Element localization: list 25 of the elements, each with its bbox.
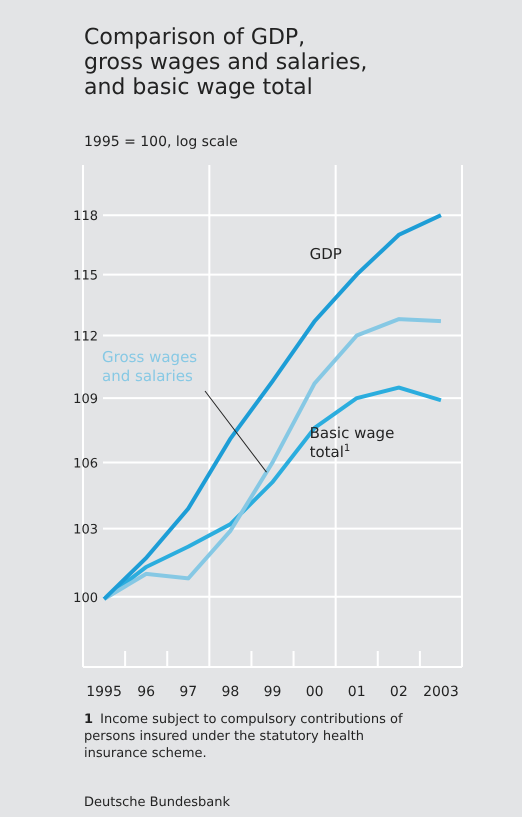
y-tick-label: 118	[73, 209, 98, 224]
series-label: Basic wage total$^{1}$	[310, 424, 394, 461]
text: 1 Income subject to compulsory contributions of persons insured under the statutory health insurance scheme.	[84, 712, 403, 761]
y-tick-label: 112	[73, 330, 98, 345]
x-tick-label: 1995	[86, 684, 122, 700]
x-tick-label: 01	[348, 684, 366, 700]
text: Deutsche Bundesbank	[84, 795, 231, 810]
y-tick-label: 109	[73, 392, 98, 408]
y-tick-label: 103	[73, 522, 98, 538]
line-series	[102, 317, 443, 602]
line-series	[102, 213, 443, 602]
y-tick-label: 100	[73, 590, 98, 606]
x-tick-label: 97	[179, 684, 198, 700]
series-label: GDP	[310, 245, 342, 264]
x-tick-label: 99	[264, 684, 282, 700]
chart-title: Comparison of GDP, gross wages and salaries, and basic wage total	[84, 25, 368, 100]
x-tick-label: 00	[306, 684, 324, 700]
text: Gross wages and salaries	[102, 348, 198, 386]
y-tick-label: 115	[73, 268, 98, 284]
x-tick-label: 96	[137, 684, 156, 700]
y-axis-title: 1995 = 100, log scale	[84, 134, 238, 150]
x-tick-label: 98	[221, 684, 240, 700]
y-tick-label: 106	[73, 456, 98, 472]
x-tick-label: 02	[390, 684, 408, 700]
x-tick-label: 2003	[423, 684, 459, 700]
